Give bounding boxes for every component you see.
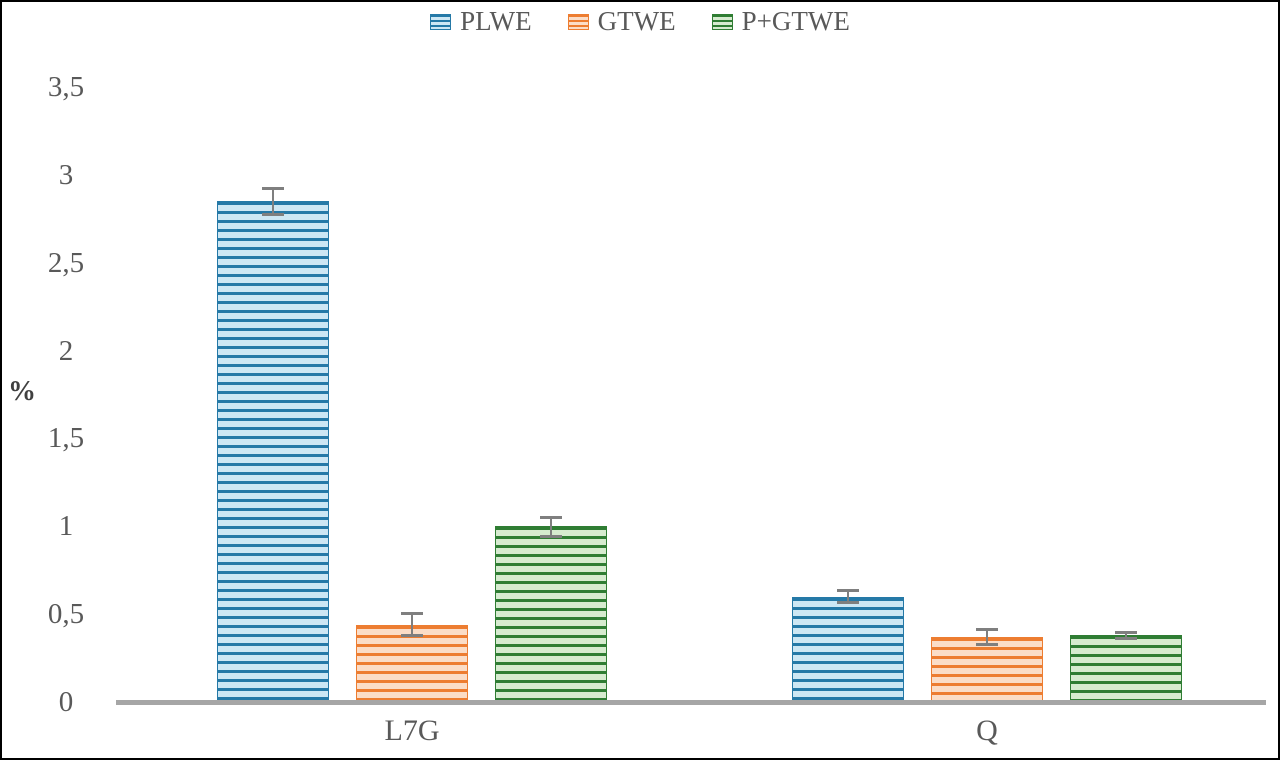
error-bar-cap-bottom xyxy=(1115,637,1137,640)
chart-legend: PLWE GTWE P+GTWE xyxy=(2,6,1278,37)
error-bar-cap-top xyxy=(262,187,284,190)
y-tick-label-0-5: 0,5 xyxy=(47,598,85,630)
bar-plwe-l7g xyxy=(217,201,329,702)
error-bar-cap-top xyxy=(976,628,998,631)
error-bar-cap-bottom xyxy=(976,643,998,646)
legend-swatch-p-gtwe xyxy=(711,13,733,30)
y-tick-label-2-5: 2,5 xyxy=(47,247,85,279)
legend-item-gtwe: GTWE xyxy=(567,6,676,37)
error-bar-p-gtwe-l7g xyxy=(550,518,552,536)
legend-label-gtwe: GTWE xyxy=(597,6,676,36)
error-bar-cap-top xyxy=(837,589,859,592)
error-bar-gtwe-l7g xyxy=(411,614,413,635)
bar-gtwe-q xyxy=(931,637,1043,702)
y-tick-label-3-5: 3,5 xyxy=(47,71,85,103)
x-axis-line xyxy=(116,700,1266,705)
y-tick-label-1: 1 xyxy=(58,510,74,542)
error-bar-plwe-l7g xyxy=(272,189,274,214)
y-tick-label-1-5: 1,5 xyxy=(47,422,85,454)
error-bar-p-gtwe-q xyxy=(1125,633,1127,638)
error-bar-cap-top xyxy=(401,612,423,615)
legend-item-p-gtwe: P+GTWE xyxy=(711,6,850,37)
legend-swatch-plwe xyxy=(430,13,452,30)
legend-label-plwe: PLWE xyxy=(460,6,532,36)
legend-label-p-gtwe: P+GTWE xyxy=(741,6,850,36)
error-bar-cap-bottom xyxy=(540,535,562,538)
y-tick-label-3: 3 xyxy=(58,159,74,191)
bar-plwe-q xyxy=(792,597,904,702)
error-bar-cap-top xyxy=(540,516,562,519)
x-category-label-l7g: L7G xyxy=(384,714,440,747)
error-bar-cap-bottom xyxy=(262,213,284,216)
error-bar-cap-bottom xyxy=(401,634,423,637)
bar-p-gtwe-q xyxy=(1070,635,1182,702)
legend-item-plwe: PLWE xyxy=(430,6,532,37)
error-bar-plwe-q xyxy=(847,591,849,602)
bar-gtwe-l7g xyxy=(356,625,468,702)
error-bar-cap-top xyxy=(1115,631,1137,634)
error-bar-gtwe-q xyxy=(986,630,988,644)
legend-swatch-gtwe xyxy=(567,13,589,30)
y-tick-label-0: 0 xyxy=(58,686,74,718)
error-bar-cap-bottom xyxy=(837,601,859,604)
x-category-label-q: Q xyxy=(976,714,998,747)
bar-p-gtwe-l7g xyxy=(495,526,607,702)
y-tick-label-2: 2 xyxy=(58,335,74,367)
y-axis-title: % xyxy=(8,376,36,407)
